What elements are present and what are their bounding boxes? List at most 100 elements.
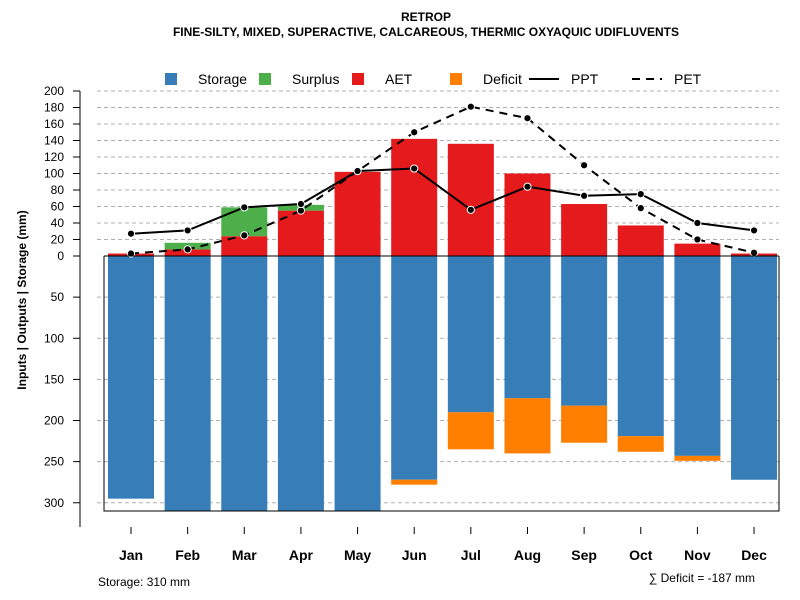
y-tick-label: 100: [44, 167, 64, 181]
gridlines: [97, 90, 779, 504]
storage-bar: [561, 256, 608, 406]
pet-point: [410, 128, 419, 137]
pet-point: [523, 114, 532, 123]
deficit-note: ∑ Deficit = -187 mm: [649, 571, 755, 585]
pet-point: [466, 102, 475, 111]
legend-label: Surplus: [292, 71, 339, 87]
pet-point: [580, 161, 589, 170]
aet-bar: [447, 143, 494, 256]
ppt-point: [353, 166, 362, 176]
storage-note: Storage: 310 mm: [98, 575, 190, 589]
storage-bar: [674, 256, 721, 456]
deficit-bar: [561, 405, 608, 443]
y-tick-label: 0: [57, 249, 64, 263]
storage-bar: [504, 256, 551, 399]
pet-point: [183, 245, 192, 254]
deficit-bar: [674, 455, 721, 461]
aet-bar: [391, 138, 438, 256]
ppt-point: [693, 218, 702, 228]
storage-bar: [447, 256, 494, 413]
ppt-line: [130, 167, 755, 235]
ppt-point: [126, 229, 136, 238]
legend-swatch: [352, 73, 364, 85]
storage-bar: [108, 256, 154, 499]
deficit-bar: [504, 398, 551, 454]
legend-swatch: [165, 73, 177, 85]
aet-bar: [674, 243, 721, 256]
pet-line: [130, 105, 755, 255]
aet-bar: [221, 236, 268, 256]
legend-label: PPT: [571, 71, 599, 87]
ppt-point: [523, 182, 532, 191]
ppt-point: [410, 164, 419, 173]
legend-swatch: [450, 73, 462, 85]
month-label: Oct: [629, 547, 653, 563]
y-axis-label: Inputs | Outputs | Storage (mm): [15, 210, 29, 389]
month-label: Feb: [175, 547, 200, 563]
aet-bar: [617, 225, 664, 256]
y-tick-label: 160: [44, 117, 64, 131]
y-tick-label: 150: [44, 372, 64, 386]
pet-point: [749, 248, 759, 257]
legend-label: PET: [674, 71, 702, 87]
storage-bar: [164, 256, 211, 511]
chart-title: RETROP: [401, 10, 451, 24]
lines-layer: [126, 102, 759, 258]
ppt-point: [580, 191, 589, 200]
month-label: Mar: [232, 547, 257, 563]
month-label: May: [344, 547, 371, 563]
pet-point: [693, 235, 702, 244]
y-tick-label: 80: [51, 183, 65, 197]
storage-bar: [617, 256, 664, 437]
legend-label: Storage: [198, 71, 247, 87]
pet-point: [240, 231, 249, 240]
month-label: Sep: [571, 547, 597, 563]
y-tick-label: 200: [44, 84, 64, 98]
legend: Storage Surplus AET Deficit PPT PET: [165, 71, 702, 87]
chart-subtitle: FINE-SILTY, MIXED, SUPERACTIVE, CALCAREO…: [173, 25, 679, 39]
y-tick-label: 250: [44, 455, 64, 469]
bars-layer: [108, 138, 778, 511]
storage-bar: [221, 256, 268, 511]
y-tick-label: 20: [51, 233, 65, 247]
y-tick-label: 100: [44, 331, 64, 345]
pet-point: [636, 204, 645, 213]
y-tick-label: 50: [51, 290, 65, 304]
storage-bar: [391, 256, 438, 480]
y-tick-label: 40: [51, 216, 65, 230]
deficit-bar: [447, 412, 494, 450]
y-tick-label: 200: [44, 414, 64, 428]
legend-label: AET: [385, 71, 413, 87]
legend-swatch: [259, 73, 271, 85]
storage-bar: [277, 256, 324, 511]
month-label: Aug: [514, 547, 541, 563]
deficit-bar: [617, 436, 664, 452]
legend-label: Deficit: [483, 71, 522, 87]
y-tick-label: 180: [44, 101, 64, 115]
month-label: Jan: [119, 547, 143, 563]
y-tick-label: 300: [44, 496, 64, 510]
ppt-point: [240, 203, 249, 212]
ppt-point: [749, 226, 759, 235]
month-label: Jun: [402, 547, 427, 563]
aet-bar: [561, 204, 608, 256]
storage-bar: [731, 256, 778, 480]
lower-frame: [103, 256, 780, 512]
ppt-point: [636, 190, 645, 199]
ppt-point: [466, 205, 475, 214]
ppt-point: [296, 199, 306, 209]
month-label: Apr: [289, 547, 314, 563]
aet-bar: [334, 171, 381, 256]
pet-point: [126, 249, 136, 258]
axes: 0 20 40 60 80 100 120 140 160 180 200 50 100 150 200 25…: [44, 84, 780, 563]
ppt-point: [183, 226, 192, 235]
month-label: Jul: [461, 547, 481, 563]
y-tick-label: 120: [44, 150, 64, 164]
storage-bar: [334, 256, 381, 511]
month-label: Nov: [684, 547, 711, 563]
y-tick-label: 140: [44, 134, 64, 148]
month-label: Dec: [741, 547, 767, 563]
deficit-bar: [391, 479, 438, 485]
y-tick-label: 60: [51, 200, 65, 214]
